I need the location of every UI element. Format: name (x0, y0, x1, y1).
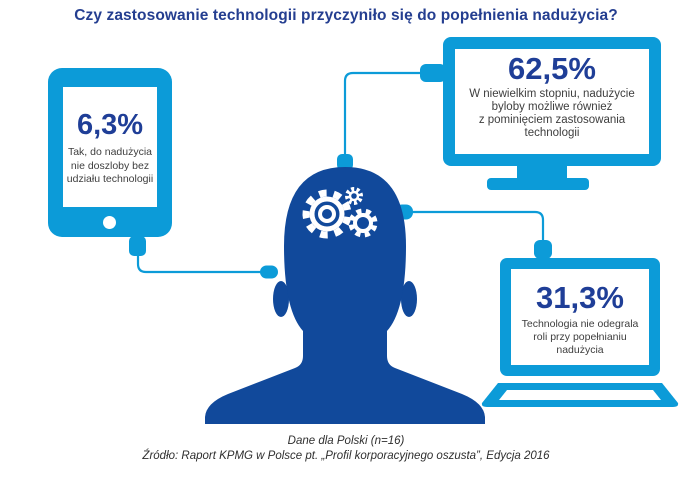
gears-icon (302, 187, 378, 239)
person-head-silhouette-icon (205, 167, 485, 424)
footer-note: Dane dla Polski (n=16) (287, 435, 405, 447)
laptop-icon: 31,3% Technologia nie odegrala roli przy… (500, 258, 660, 376)
monitor-stand-base (487, 178, 589, 190)
chart-title: Czy zastosowanie technologii przyczyniło… (74, 7, 618, 24)
footer-source: Źródło: Raport KPMG w Polsce pt. „Profil… (142, 450, 550, 462)
monitor-icon: 62,5% W niewielkim stopniu, nadużycie by… (443, 37, 661, 166)
tablet-screen: 6,3% Tak, do nadużycia nie doszloby bez … (63, 87, 157, 207)
cable-head-to-monitor-icon (337, 64, 446, 170)
laptop-keyboard-icon (481, 383, 679, 407)
tablet-home-button-icon (103, 216, 116, 229)
cable-tablet-to-head-icon (129, 236, 278, 279)
tablet-icon: 6,3% Tak, do nadużycia nie doszloby bez … (48, 68, 172, 237)
laptop-percentage: 31,3% (536, 280, 624, 315)
laptop-screen: 31,3% Technologia nie odegrala roli przy… (511, 269, 649, 365)
monitor-stand-neck (517, 166, 567, 180)
cable-head-to-laptop-icon (395, 204, 552, 259)
tablet-caption: Tak, do nadużycia nie doszloby bez udzia… (66, 146, 154, 185)
laptop-caption: Technologia nie odegrala roli przy popeł… (521, 318, 639, 356)
monitor-screen: 62,5% W niewielkim stopniu, nadużycie by… (455, 49, 649, 154)
tablet-percentage: 6,3% (76, 109, 144, 141)
monitor-caption: W niewielkim stopniu, nadużycie byloby m… (469, 88, 635, 139)
monitor-percentage: 62,5% (508, 51, 596, 86)
footer: Dane dla Polski (n=16) Źródło: Raport KP… (0, 434, 692, 464)
